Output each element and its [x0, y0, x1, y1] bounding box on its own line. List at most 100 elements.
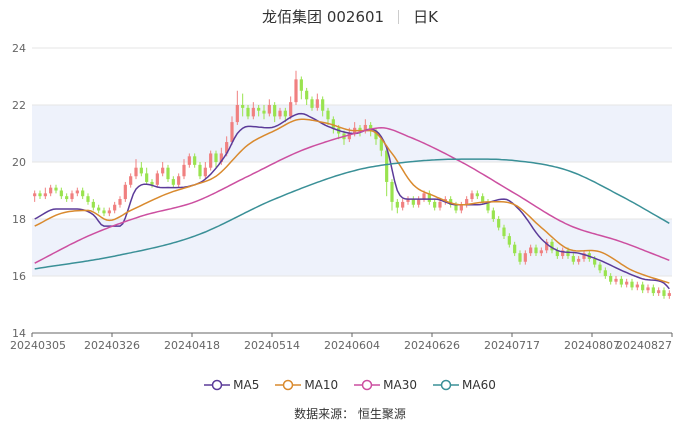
- candle-body: [81, 190, 85, 197]
- candle-body: [614, 278, 618, 282]
- candle: [33, 190, 37, 202]
- candle-body: [315, 99, 319, 108]
- candle-body: [182, 164, 186, 177]
- candle: [91, 199, 95, 211]
- candle: [550, 238, 554, 254]
- legend-item-ma10[interactable]: MA10: [275, 378, 338, 392]
- candle: [497, 216, 501, 231]
- x-axis: 20240305 20240326 20240418 20240514 20240604…: [10, 332, 673, 352]
- candle: [257, 105, 261, 117]
- candle-body: [417, 199, 421, 205]
- candle: [619, 276, 623, 288]
- candle-body: [267, 105, 271, 114]
- candle-body: [459, 204, 463, 211]
- candle: [427, 190, 431, 205]
- ma-line-ma10: [34, 118, 670, 284]
- candle-body: [577, 258, 581, 262]
- candle: [177, 173, 181, 188]
- candle-body: [123, 184, 127, 200]
- candle: [209, 150, 213, 171]
- y-tick-label: 22: [12, 99, 26, 112]
- candle-body: [107, 210, 111, 214]
- candle: [539, 247, 543, 257]
- candle: [561, 247, 565, 259]
- candle-body: [193, 156, 197, 165]
- candle: [75, 187, 79, 197]
- candle: [86, 193, 90, 205]
- legend-item-ma5[interactable]: MA5: [204, 378, 259, 392]
- candle: [118, 196, 122, 208]
- candle-body: [555, 250, 559, 257]
- candle-body: [139, 167, 143, 174]
- candle-body: [65, 196, 69, 200]
- candle: [299, 76, 303, 100]
- candle: [321, 96, 325, 117]
- candle-body: [433, 201, 437, 208]
- candle-body: [625, 281, 629, 285]
- candle: [283, 107, 287, 123]
- candle-body: [545, 241, 549, 251]
- candle-body: [241, 105, 245, 108]
- candle-body: [321, 99, 325, 111]
- candle: [310, 96, 314, 111]
- candle-body: [454, 204, 458, 211]
- candle-body: [38, 193, 42, 197]
- candle: [614, 276, 618, 285]
- candle-body: [331, 119, 335, 128]
- candle-body: [518, 253, 522, 262]
- candle-body: [177, 176, 181, 185]
- candle: [545, 238, 549, 254]
- candle-body: [427, 193, 431, 202]
- title-separator: [398, 10, 400, 24]
- candle-body: [406, 199, 410, 202]
- candle: [651, 284, 655, 296]
- candle-body: [273, 105, 277, 117]
- candle: [475, 190, 479, 200]
- candle: [81, 187, 85, 200]
- candle-body: [534, 247, 538, 254]
- candle: [187, 153, 191, 168]
- legend-label: MA10: [304, 378, 339, 392]
- candle-body: [609, 276, 613, 282]
- candle-body: [582, 253, 586, 259]
- candle: [390, 179, 394, 211]
- candle-body: [662, 290, 666, 296]
- legend: MA5 MA10 MA30 MA60: [0, 378, 700, 392]
- candle: [139, 162, 143, 177]
- candle: [625, 278, 629, 288]
- candle: [449, 196, 453, 208]
- candle-body: [470, 193, 474, 200]
- candle-body: [161, 167, 165, 174]
- legend-item-ma60[interactable]: MA60: [433, 378, 496, 392]
- legend-label: MA5: [233, 378, 260, 392]
- candle-body: [97, 207, 101, 211]
- candle-body: [145, 173, 149, 182]
- candle: [401, 199, 405, 211]
- y-tick-label: 14: [12, 327, 26, 340]
- candle-body: [491, 210, 495, 219]
- ma-line-ma30: [34, 127, 670, 264]
- candle-body: [529, 247, 533, 254]
- candle: [198, 162, 202, 180]
- candle: [411, 196, 415, 208]
- candle: [305, 87, 309, 105]
- candle: [235, 90, 239, 125]
- candle: [161, 162, 165, 177]
- candle: [326, 107, 330, 125]
- candle: [129, 173, 133, 188]
- data-source: 数据来源： 恒生聚源: [294, 407, 406, 421]
- candle: [38, 190, 42, 200]
- candle-body: [113, 204, 117, 211]
- stock-name: 龙佰集团: [262, 8, 323, 26]
- stock-code: 002601: [326, 8, 385, 26]
- candle-body: [630, 281, 634, 288]
- candle: [43, 187, 47, 200]
- candle: [150, 179, 154, 188]
- legend-marker: [275, 379, 302, 391]
- candle: [609, 273, 613, 285]
- candle: [54, 184, 58, 194]
- candle: [230, 116, 234, 145]
- legend-item-ma30[interactable]: MA30: [354, 378, 417, 392]
- candle: [70, 190, 74, 202]
- candle: [433, 199, 437, 211]
